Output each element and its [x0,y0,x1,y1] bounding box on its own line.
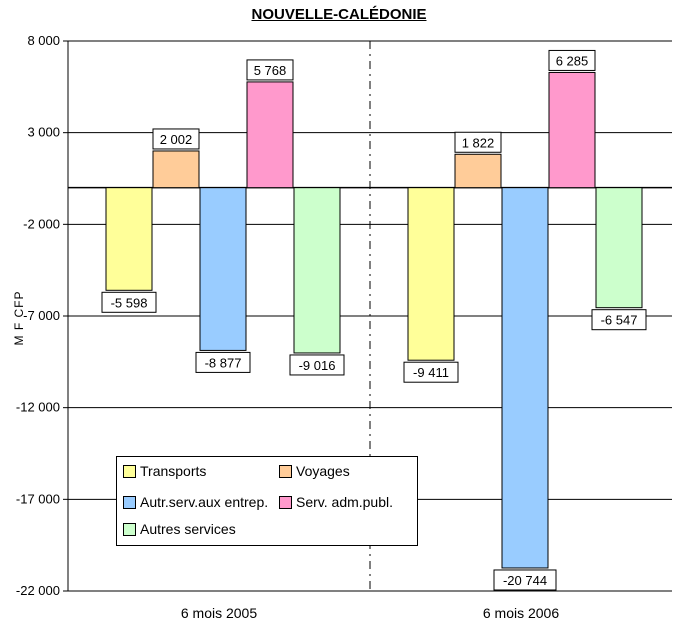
data-label: 2 002 [160,132,193,147]
bar-autr-serv-aux-entrep [501,187,549,569]
data-label: 1 822 [462,135,495,150]
data-label-box [454,131,502,153]
bar-autres-services [293,187,341,354]
bar-transports [407,187,455,361]
data-label: -5 598 [111,295,148,310]
data-label: 5 768 [254,63,287,78]
data-label-box [289,354,345,376]
legend-label-autres-services: Autres services [140,521,236,537]
bar-serv-adm-publ [548,71,596,189]
legend: Transports Voyages Autr.serv.aux entrep.… [116,456,418,546]
data-label: -8 877 [205,355,242,370]
y-tick-label: 3 000 [27,125,60,140]
legend-item-transports: Transports [123,463,206,479]
legend-label-serv-adm: Serv. adm.publ. [296,494,394,510]
data-label-box [152,128,200,150]
data-label-box [101,291,157,313]
data-label: -20 744 [503,573,547,588]
legend-label-transports: Transports [140,463,207,479]
legend-label-autr-serv: Autr.serv.aux entrep. [140,494,269,510]
y-tick-label: -2 000 [23,216,60,231]
data-label-box [246,59,294,81]
y-tick-label: -22 000 [16,583,60,598]
x-tick-label: 6 mois 2006 [483,605,559,621]
x-tick-label: 6 mois 2005 [181,605,257,621]
legend-swatch-serv-adm [279,495,292,509]
bar-autres-services [595,187,643,309]
legend-swatch-autr-serv [123,495,136,509]
legend-item-serv-adm: Serv. adm.publ. [279,494,393,510]
bar-voyages [152,150,200,189]
legend-swatch-transports [123,464,136,478]
data-label: -9 411 [413,365,449,380]
legend-swatch-voyages [279,464,292,478]
data-label-box [195,351,251,373]
legend-label-voyages: Voyages [296,463,350,479]
bar-serv-adm-publ [246,81,294,189]
bar-autr-serv-aux-entrep [199,187,247,351]
y-tick-label: 8 000 [27,33,60,48]
data-label: 6 285 [556,53,589,68]
data-label: -9 016 [299,358,336,373]
legend-item-voyages: Voyages [279,463,350,479]
bar-transports [105,187,153,291]
bar-voyages [454,153,502,189]
data-label-box [403,361,459,383]
legend-item-autr-serv: Autr.serv.aux entrep. [123,494,268,510]
y-tick-label: -17 000 [16,491,60,506]
data-label-box [493,569,557,591]
legend-swatch-autres-services [123,522,136,536]
data-label-box [548,49,596,71]
y-tick-label: -7 000 [23,308,60,323]
chart-title: NOUVELLE-CALÉDONIE [251,6,427,23]
y-tick-label: -12 000 [16,400,60,415]
data-label-box [591,309,647,331]
data-label: -6 547 [601,313,638,328]
legend-item-autres-services: Autres services [123,521,236,537]
